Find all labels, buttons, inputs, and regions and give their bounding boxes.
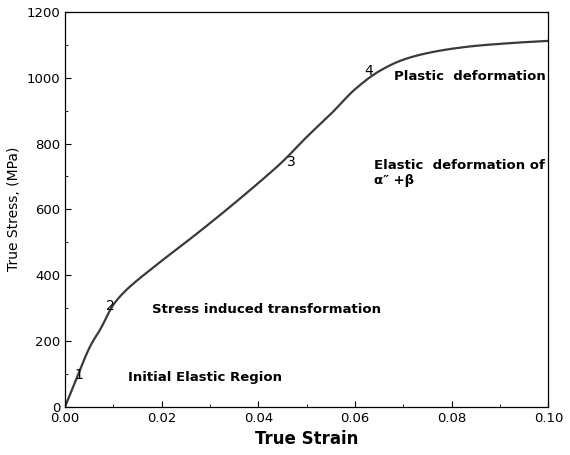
Text: 3: 3 — [287, 155, 296, 169]
Text: Plastic  deformation: Plastic deformation — [394, 70, 545, 82]
Text: 2: 2 — [106, 299, 115, 313]
X-axis label: True Strain: True Strain — [255, 430, 359, 448]
Text: 1: 1 — [75, 369, 84, 382]
Text: Initial Elastic Region: Initial Elastic Region — [128, 370, 282, 384]
Text: Stress induced transformation: Stress induced transformation — [152, 303, 381, 316]
Y-axis label: True Stress, (MPa): True Stress, (MPa) — [7, 147, 21, 272]
Text: 4: 4 — [365, 64, 373, 78]
Text: Elastic  deformation of
α″ +β: Elastic deformation of α″ +β — [374, 159, 545, 187]
